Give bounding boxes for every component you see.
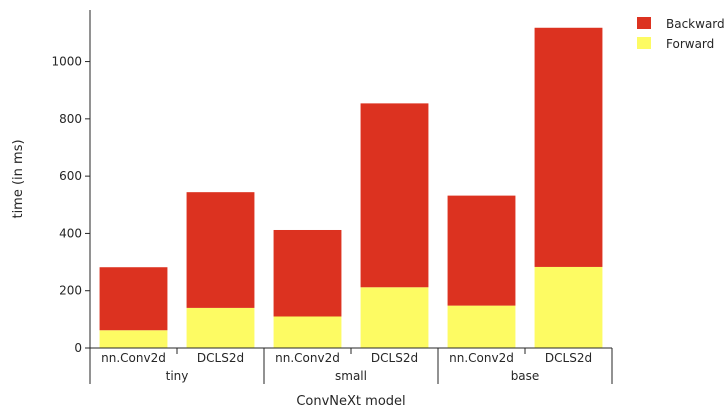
legend-label-forward: Forward [666,37,714,51]
x-axis-title: ConvNeXt model [296,394,405,409]
bar-backward-3 [360,103,429,288]
legend-label-backward: Backward [666,17,725,31]
bar-backward-2 [273,229,342,317]
y-tick-label: 1000 [51,55,82,69]
bar-forward-0 [99,330,168,348]
x-axis: nn.Conv2d DCLS2d nn.Conv2d DCLS2d nn.Conv2d D… [89,347,613,384]
y-axis: 0 200 400 600 800 1000 [51,10,91,355]
legend-swatch-backward [637,17,651,29]
y-tick-label: 200 [59,284,82,298]
x-tick-label: DCLS2d [197,351,244,365]
y-tick-label: 800 [59,112,82,126]
y-tick-label: 0 [74,341,82,355]
group-label: small [335,369,367,383]
y-axis-title: time (in ms) [11,139,26,218]
bar-forward-1 [186,307,255,348]
bar-forward-2 [273,316,342,348]
bar-backward-0 [99,267,168,331]
x-tick-label: DCLS2d [545,351,592,365]
bar-forward-3 [360,287,429,348]
x-tick-label: DCLS2d [371,351,418,365]
legend-swatch-forward [637,37,651,49]
bar-backward-4 [447,195,516,306]
x-tick-label: nn.Conv2d [275,351,340,365]
x-tick-label: nn.Conv2d [101,351,166,365]
bar-forward-4 [447,305,516,348]
bar-forward-5 [534,266,603,348]
legend: Backward Forward [637,17,725,51]
bar-backward-1 [186,192,255,308]
group-label: tiny [166,369,189,383]
bars-layer [99,27,603,348]
y-tick-label: 600 [59,169,82,183]
group-label: base [511,369,540,383]
x-tick-label: nn.Conv2d [449,351,514,365]
bar-backward-5 [534,27,603,267]
y-tick-label: 400 [59,226,82,240]
